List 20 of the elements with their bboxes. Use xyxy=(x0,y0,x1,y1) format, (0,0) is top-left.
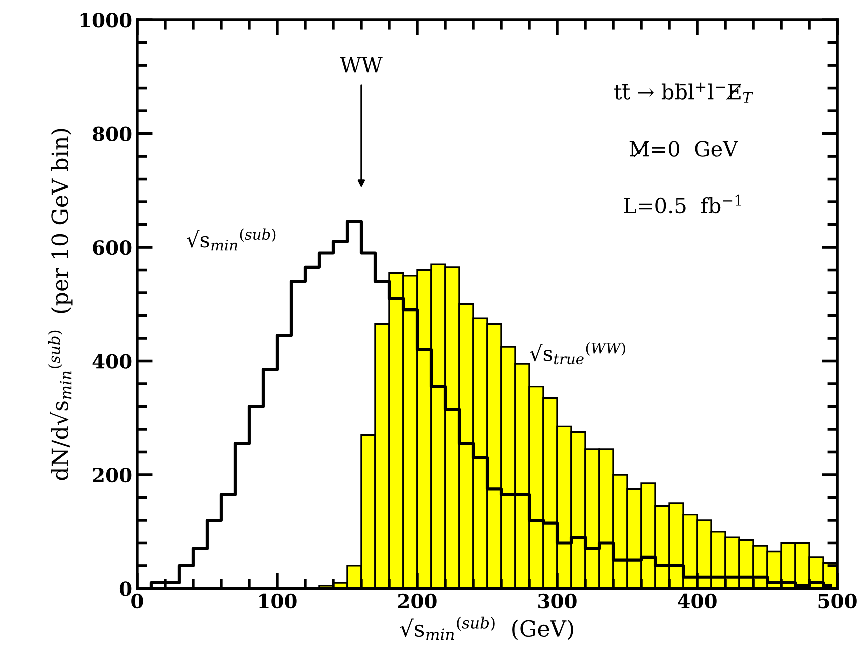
x-tick-label: 500 xyxy=(818,594,857,609)
annotation: WW xyxy=(340,57,383,73)
x-tick-label: 300 xyxy=(538,594,577,609)
y-tick-label: 1000 xyxy=(80,13,132,28)
y-tick-label: 400 xyxy=(92,354,132,369)
x-tick-label: 100 xyxy=(260,594,297,609)
annotation: L=0.5 fb$^{−1}$ xyxy=(624,194,742,214)
y-tick-label: 0 xyxy=(120,582,132,596)
annotation: M̸=0 GeV xyxy=(630,140,738,158)
x-tick-label: 200 xyxy=(398,594,437,609)
legend-label: √s$_{min}$$^{(sub)}$ xyxy=(187,228,276,251)
y-tick-label: 800 xyxy=(92,126,132,142)
x-tick-label: 0 xyxy=(132,594,144,609)
y-axis-title: dN/d√s$_{min}$$^{(sub)}$ (per 10 GeV bin) xyxy=(48,129,73,480)
series-label: √s$_{true}$$^{(WW)}$ xyxy=(530,342,626,365)
annotation: tt̄ → bb̄l$^{+}$l$^{−}$E̸$_{T}$ xyxy=(614,82,754,103)
x-tick-label: 400 xyxy=(678,594,717,609)
y-tick-label: 600 xyxy=(93,240,132,256)
x-axis-title: √s$_{min}$$^{(sub)}$ (GeV) xyxy=(400,616,574,640)
y-tick-label: 200 xyxy=(93,468,132,483)
